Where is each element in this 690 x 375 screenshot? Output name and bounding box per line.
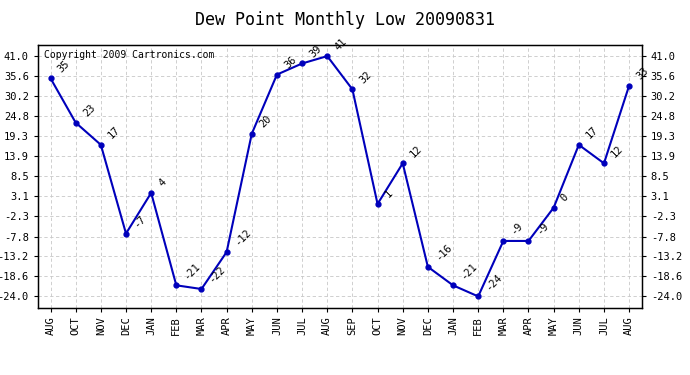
Text: 4: 4 <box>157 177 168 189</box>
Text: 39: 39 <box>308 44 324 59</box>
Text: 33: 33 <box>635 66 651 81</box>
Text: -21: -21 <box>182 261 202 281</box>
Text: 36: 36 <box>282 54 298 70</box>
Text: 17: 17 <box>106 125 122 141</box>
Text: -7: -7 <box>132 213 148 230</box>
Text: -9: -9 <box>534 221 550 237</box>
Text: Copyright 2009 Cartronics.com: Copyright 2009 Cartronics.com <box>44 50 215 60</box>
Text: 32: 32 <box>358 69 374 85</box>
Text: -12: -12 <box>232 228 253 248</box>
Text: 12: 12 <box>408 143 424 159</box>
Text: 41: 41 <box>333 36 348 52</box>
Text: 12: 12 <box>609 143 625 159</box>
Text: 23: 23 <box>81 103 97 118</box>
Text: 17: 17 <box>584 125 600 141</box>
Text: -21: -21 <box>459 261 479 281</box>
Text: -24: -24 <box>484 272 504 292</box>
Text: -16: -16 <box>433 242 454 262</box>
Text: 1: 1 <box>383 188 395 200</box>
Text: 20: 20 <box>257 114 273 130</box>
Text: Dew Point Monthly Low 20090831: Dew Point Monthly Low 20090831 <box>195 11 495 29</box>
Text: 35: 35 <box>56 58 72 74</box>
Text: 0: 0 <box>559 192 571 204</box>
Text: -22: -22 <box>207 264 227 285</box>
Text: -9: -9 <box>509 221 525 237</box>
